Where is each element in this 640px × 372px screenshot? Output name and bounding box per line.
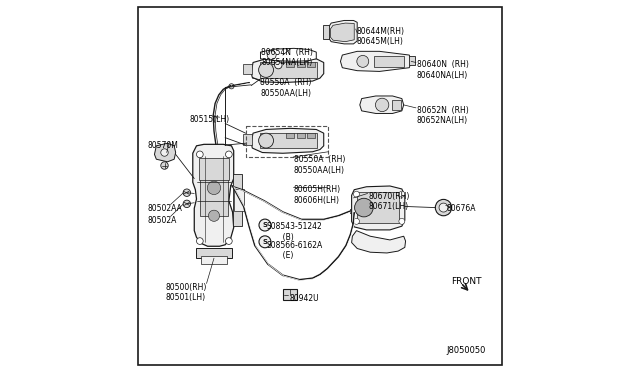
Text: 80640N  (RH)
80640NA(LH): 80640N (RH) 80640NA(LH) [417,60,468,80]
Polygon shape [351,186,405,230]
Circle shape [259,133,273,148]
Text: 80670(RH)
80671(LH): 80670(RH) 80671(LH) [369,192,410,211]
Circle shape [225,151,232,158]
Text: 80550A  (RH)
80550AA(LH): 80550A (RH) 80550AA(LH) [294,155,346,175]
Circle shape [207,181,221,195]
Polygon shape [260,48,316,61]
Text: S: S [262,239,268,245]
Circle shape [161,149,168,156]
Polygon shape [251,128,324,153]
Circle shape [229,84,234,89]
Bar [307,133,315,138]
Circle shape [435,199,452,216]
Text: 80550A  (RH)
80550AA(LH): 80550A (RH) 80550AA(LH) [260,78,312,97]
Bar [196,248,232,258]
Text: 80500(RH)
80501(LH): 80500(RH) 80501(LH) [166,283,207,302]
Bar [392,100,401,110]
Text: 80605H(RH)
80606H(LH): 80605H(RH) 80606H(LH) [294,185,341,205]
Circle shape [259,236,271,248]
Polygon shape [193,144,234,246]
Text: S08566-6162A
       (E): S08566-6162A (E) [266,241,323,260]
Text: 80515(LH): 80515(LH) [189,115,229,124]
Bar [307,62,315,67]
Bar [200,175,228,216]
Text: 80654N  (RH)
80654NA(LH): 80654N (RH) 80654NA(LH) [261,48,313,67]
Bar [201,256,227,264]
Bar [199,158,229,180]
Bar [286,62,294,67]
Polygon shape [330,23,354,42]
Text: S: S [262,222,268,228]
Circle shape [275,61,282,69]
Bar [260,62,317,78]
Bar [356,192,399,223]
Circle shape [355,198,373,217]
Bar [243,134,252,145]
Circle shape [196,151,203,158]
Text: 80502AA: 80502AA [147,204,182,213]
Bar [374,56,404,67]
Circle shape [353,218,360,224]
Circle shape [267,51,276,60]
Polygon shape [328,20,357,44]
Polygon shape [340,51,411,71]
Circle shape [183,200,191,208]
Circle shape [196,238,203,244]
Bar [296,133,305,138]
Bar [260,133,317,148]
Circle shape [399,218,405,224]
Polygon shape [360,96,404,113]
Bar [350,209,357,213]
Circle shape [183,189,191,196]
Circle shape [353,191,360,197]
Bar [283,289,298,300]
Circle shape [439,203,448,212]
Text: S08543-51242
       (B): S08543-51242 (B) [266,222,322,242]
Bar [234,189,244,211]
Text: 80942U: 80942U [289,294,319,303]
Circle shape [357,55,369,67]
Bar [323,25,330,39]
Text: 80676A: 80676A [447,204,476,213]
Text: 80502A: 80502A [147,216,177,225]
Circle shape [399,191,405,197]
Circle shape [209,210,220,221]
Circle shape [161,162,168,169]
Bar [296,62,305,67]
Circle shape [259,219,271,231]
Bar [234,174,241,226]
Bar [410,55,415,65]
Polygon shape [154,143,175,162]
Circle shape [376,98,389,112]
Text: 80652N  (RH)
80652NA(LH): 80652N (RH) 80652NA(LH) [417,106,468,125]
Text: 80570M: 80570M [147,141,178,150]
Bar [243,64,252,74]
Circle shape [225,238,232,244]
Polygon shape [351,231,406,253]
Text: 80644M(RH)
80645M(LH): 80644M(RH) 80645M(LH) [356,27,404,46]
Polygon shape [251,58,324,83]
Circle shape [259,62,273,77]
Text: FRONT: FRONT [451,277,481,286]
Bar [286,133,294,138]
Text: J8050050: J8050050 [447,346,486,355]
